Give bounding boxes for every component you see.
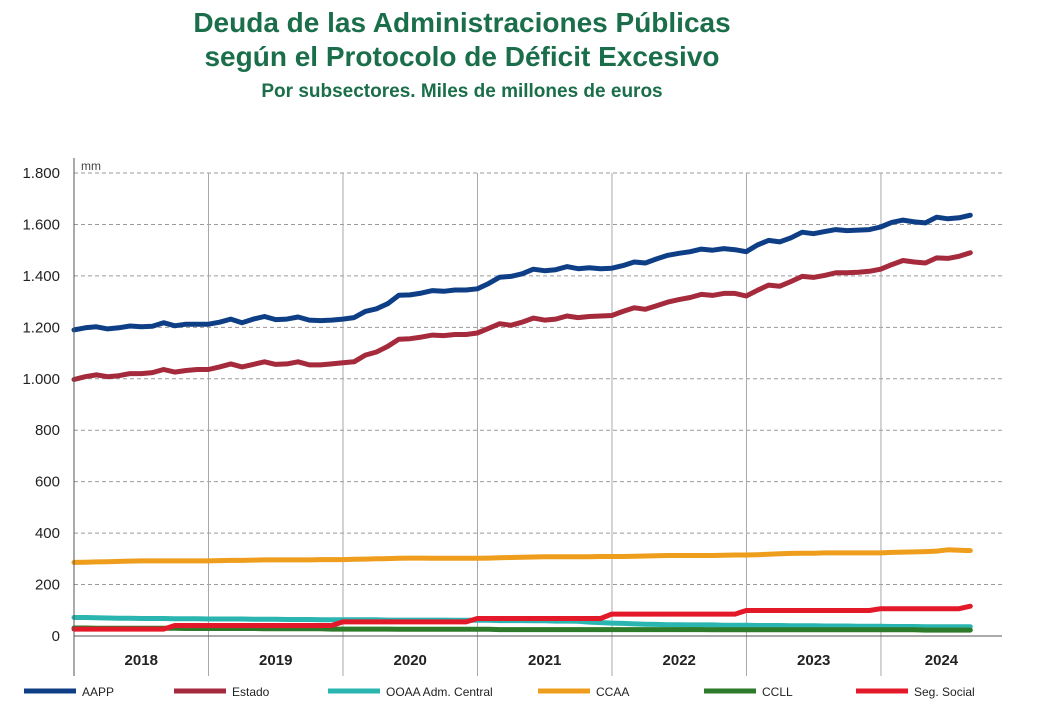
x-tick-label: 2019 — [259, 652, 292, 669]
legend-label: Estado — [232, 685, 270, 699]
y-tick-label: 800 — [35, 422, 60, 439]
y-tick-label: 200 — [35, 577, 60, 594]
year-dividers — [207, 173, 882, 676]
chart-title-line-2: según el Protocolo de Déficit Excesivo — [204, 41, 720, 72]
legend-label: OOAA Adm. Central — [386, 685, 493, 699]
series-line-ccaa — [71, 547, 973, 565]
x-tick-label: 2021 — [528, 652, 561, 669]
legend-item-ccaa: CCAA — [538, 685, 629, 699]
y-tick-label: 0 — [52, 628, 60, 645]
chart-title-line-1: Deuda de las Administraciones Públicas — [193, 7, 731, 38]
y-tick-label: 1.400 — [22, 268, 60, 285]
y-tick-label: 600 — [35, 474, 60, 491]
legend-label: Seg. Social — [914, 685, 975, 699]
x-tick-label: 2023 — [797, 652, 830, 669]
legend-label: CCAA — [596, 685, 629, 699]
series-line-aapp — [71, 212, 973, 333]
y-unit-label: mm — [81, 159, 101, 173]
x-tick-label: 2024 — [925, 652, 959, 669]
legend-item-seg-social: Seg. Social — [856, 685, 975, 699]
x-tick-label: 2022 — [663, 652, 696, 669]
grid-lines — [74, 172, 1002, 586]
y-tick-label: 1.000 — [22, 371, 60, 388]
y-tick-label: 400 — [35, 525, 60, 542]
title-block: Deuda de las Administraciones Públicas s… — [0, 6, 924, 106]
series-lines — [71, 212, 973, 633]
legend-item-ooaa-adm-central: OOAA Adm. Central — [328, 685, 493, 699]
y-tick-label: 1.200 — [22, 319, 60, 336]
legend-label: AAPP — [82, 685, 114, 699]
legend-item-ccll: CCLL — [704, 685, 793, 699]
y-tick-label: 1.600 — [22, 216, 60, 233]
legend-item-aapp: AAPP — [24, 685, 114, 699]
chart-subtitle: Por subsectores. Miles de millones de eu… — [261, 81, 663, 102]
legend-item-estado: Estado — [174, 685, 270, 699]
y-tick-label: 1.800 — [22, 165, 60, 182]
axes: 0 200 400 600 800 1.000 1.200 1.400 1.600 1.800 20… — [22, 158, 1002, 676]
series-line-estado — [71, 250, 973, 382]
series-line-ccll — [71, 625, 973, 633]
legend: AAPP Estado OOAA Adm. Central CCAA CCLL Seg. … — [24, 685, 975, 699]
series-line-seg-social — [71, 603, 973, 632]
x-tick-label: 2018 — [125, 652, 158, 669]
legend-label: CCLL — [762, 685, 793, 699]
x-tick-label: 2020 — [394, 652, 427, 669]
